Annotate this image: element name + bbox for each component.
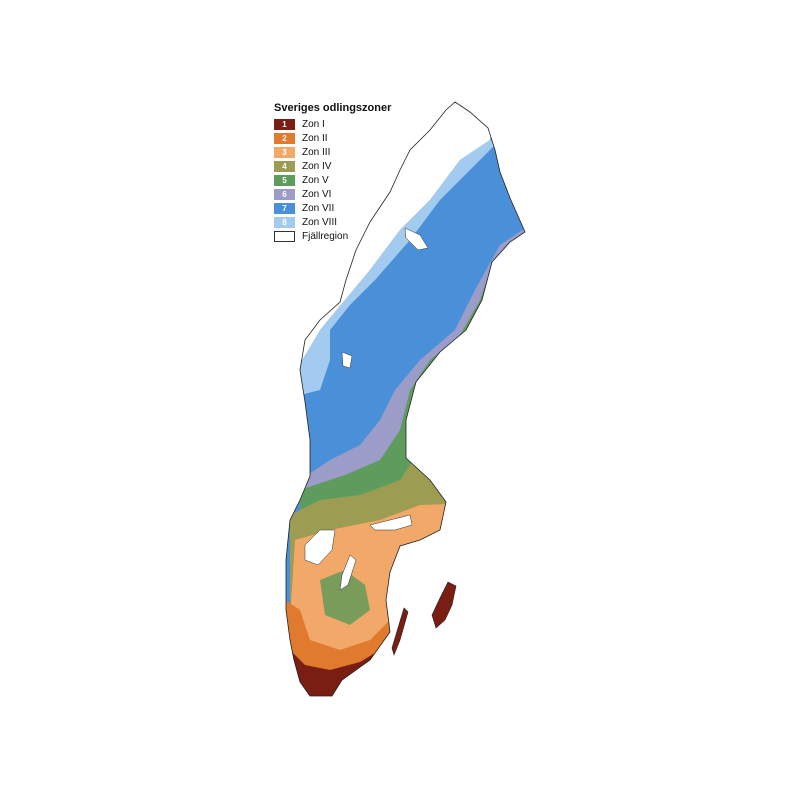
legend-item: 8 Zon VIII [274,215,391,229]
legend-item: 6 Zon VI [274,187,391,201]
legend-label: Zon VIII [302,216,338,228]
legend-label: Zon I [302,118,325,130]
legend: Sveriges odlingszoner 1 Zon I 2 Zon II 3 Zon … [274,102,391,243]
legend-label: Zon V [302,174,329,186]
legend-swatch: 1 [274,118,295,130]
legend-swatch: 3 [274,146,295,158]
lake-vattern [339,554,357,591]
legend-swatch: 2 [274,132,295,144]
zone-5-inland-area [320,570,370,625]
legend-item: 7 Zon VII [274,201,391,215]
lake-vanern [304,529,336,566]
lake-storsjon [341,351,353,369]
legend-label: Zon IV [302,160,332,172]
legend-label: Zon VII [302,202,335,214]
legend-swatch: 7 [274,202,295,214]
legend-label: Zon II [302,132,328,144]
legend-label: Zon III [302,146,331,158]
legend-swatch: 4 [274,160,295,172]
legend-swatch [274,230,295,242]
legend-title: Sveriges odlingszoner [274,102,392,114]
legend-swatch: 8 [274,216,295,228]
legend-swatch: 5 [274,174,295,186]
legend-item: 5 Zon V [274,173,391,187]
legend-item: 2 Zon II [274,131,391,145]
legend-swatch: 6 [274,188,295,200]
oland-island [391,607,409,656]
lake-north [404,227,429,251]
legend-item: 4 Zon IV [274,159,391,173]
legend-label: Zon VI [302,188,332,200]
zone-8-area [290,140,500,395]
gotland-island [431,581,457,629]
legend-item: 3 Zon III [274,145,391,159]
legend-item: Fjällregion [274,229,391,243]
lake-malaren [369,514,413,531]
legend-label: Fjällregion [302,230,349,242]
legend-item: 1 Zon I [274,117,391,131]
